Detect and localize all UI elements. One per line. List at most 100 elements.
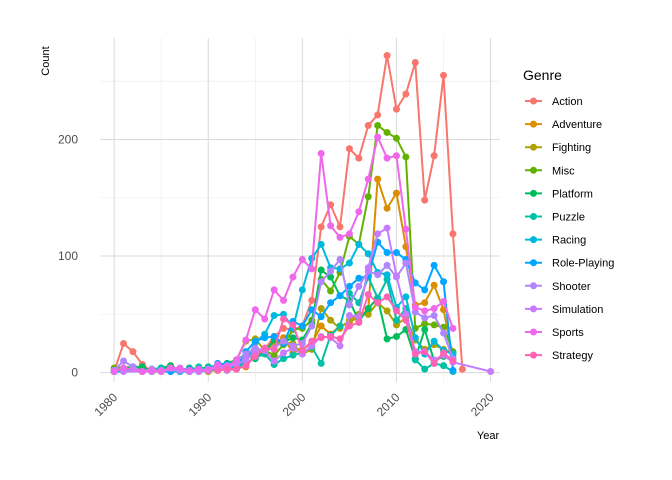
data-point-racing bbox=[402, 293, 410, 301]
data-point-sports bbox=[317, 149, 325, 157]
data-point-sports bbox=[336, 233, 344, 241]
data-point-sports bbox=[364, 175, 372, 183]
data-point-shooter bbox=[336, 256, 344, 264]
x-tick-label: 2010 bbox=[374, 390, 403, 419]
legend-label: Misc bbox=[552, 165, 575, 177]
data-point-shooter bbox=[317, 278, 325, 286]
series-strategy bbox=[214, 291, 457, 374]
data-point-action bbox=[440, 71, 448, 79]
x-tick-label: 2000 bbox=[280, 390, 309, 419]
data-point-shooter bbox=[374, 271, 382, 279]
data-point-action bbox=[374, 111, 382, 119]
data-point-misc bbox=[374, 121, 382, 129]
data-point-action bbox=[317, 223, 325, 231]
data-point-shooter bbox=[308, 322, 316, 330]
data-point-shooter bbox=[383, 261, 391, 269]
data-point-role-playing bbox=[421, 286, 429, 294]
data-point-shooter bbox=[345, 301, 353, 309]
data-point-racing bbox=[383, 271, 391, 279]
data-point-role-playing bbox=[440, 278, 448, 286]
data-point-racing bbox=[270, 312, 278, 320]
legend: Action Adventure Fighting Misc Platform Puzzl… bbox=[525, 96, 614, 362]
data-point-strategy bbox=[374, 299, 382, 307]
data-point-strategy bbox=[232, 365, 240, 373]
data-point-shooter bbox=[242, 350, 250, 358]
data-point-sports bbox=[327, 222, 335, 230]
data-point-sports bbox=[308, 265, 316, 273]
data-point-shooter bbox=[430, 312, 438, 320]
data-point-simulation bbox=[345, 312, 353, 320]
series-puzzle bbox=[110, 273, 457, 376]
data-point-sports bbox=[374, 133, 382, 141]
legend-label: Fighting bbox=[552, 142, 591, 154]
data-point-platform bbox=[289, 334, 297, 342]
data-point-adventure bbox=[430, 281, 438, 289]
data-point-racing bbox=[355, 240, 363, 248]
data-point-shooter bbox=[120, 357, 128, 365]
data-point-sports bbox=[298, 256, 306, 264]
data-point-action bbox=[421, 196, 429, 204]
data-point-sports bbox=[138, 368, 146, 376]
legend-label: Role-Playing bbox=[552, 258, 614, 270]
data-point-simulation bbox=[270, 357, 278, 365]
data-point-sports bbox=[355, 208, 363, 216]
data-point-puzzle bbox=[421, 365, 429, 373]
x-axis-title: Year bbox=[477, 430, 500, 442]
data-point-strategy bbox=[280, 315, 288, 323]
data-point-role-playing bbox=[317, 313, 325, 321]
data-point-sports bbox=[280, 296, 288, 304]
data-point-shooter bbox=[327, 267, 335, 275]
minor-gridlines bbox=[100, 38, 500, 382]
legend-label: Shooter bbox=[552, 281, 591, 293]
data-point-simulation bbox=[336, 342, 344, 350]
data-point-racing bbox=[430, 337, 438, 345]
data-point-simulation bbox=[374, 230, 382, 238]
data-point-puzzle bbox=[289, 351, 297, 359]
data-point-role-playing bbox=[261, 334, 269, 342]
data-point-sports bbox=[204, 366, 212, 374]
data-point-simulation bbox=[392, 272, 400, 280]
data-point-sports bbox=[214, 361, 222, 369]
data-point-action bbox=[308, 296, 316, 304]
data-point-strategy bbox=[242, 362, 250, 370]
data-point-shooter bbox=[421, 314, 429, 322]
data-point-fighting bbox=[364, 310, 372, 318]
data-point-sports bbox=[195, 365, 203, 373]
data-point-puzzle bbox=[440, 362, 448, 370]
data-point-sports bbox=[421, 307, 429, 315]
data-point-sports bbox=[261, 315, 269, 323]
legend-key-point bbox=[530, 305, 537, 313]
data-point-strategy bbox=[355, 319, 363, 327]
data-point-misc bbox=[430, 321, 438, 329]
x-tick-labels: 1980 1990 2000 2010 2020 bbox=[91, 390, 496, 419]
data-point-strategy bbox=[308, 337, 316, 345]
data-point-adventure bbox=[317, 322, 325, 330]
data-point-puzzle bbox=[280, 355, 288, 363]
data-point-action bbox=[411, 58, 419, 66]
data-point-platform bbox=[392, 333, 400, 341]
legend-label: Strategy bbox=[552, 350, 593, 362]
data-point-sports bbox=[110, 368, 118, 376]
data-point-sports bbox=[345, 230, 353, 238]
data-point-simulation bbox=[402, 310, 410, 318]
data-point-sports bbox=[402, 225, 410, 233]
data-point-strategy bbox=[345, 322, 353, 330]
data-point-action bbox=[392, 105, 400, 113]
data-point-action bbox=[129, 348, 137, 356]
data-point-role-playing bbox=[251, 337, 259, 345]
data-point-racing bbox=[411, 334, 419, 342]
data-point-action bbox=[345, 145, 353, 153]
data-point-racing bbox=[364, 250, 372, 258]
legend-key-point bbox=[530, 213, 537, 220]
data-point-action bbox=[336, 223, 344, 231]
data-point-sports bbox=[157, 368, 165, 376]
data-point-role-playing bbox=[355, 274, 363, 282]
legend-item-action: Action bbox=[525, 96, 583, 108]
data-point-sports bbox=[392, 152, 400, 160]
series-sports bbox=[110, 133, 457, 376]
legend-label: Sports bbox=[552, 327, 584, 339]
data-point-sports bbox=[411, 303, 419, 311]
data-point-puzzle bbox=[317, 359, 325, 367]
legend-label: Simulation bbox=[552, 304, 603, 316]
data-point-strategy bbox=[327, 333, 335, 341]
